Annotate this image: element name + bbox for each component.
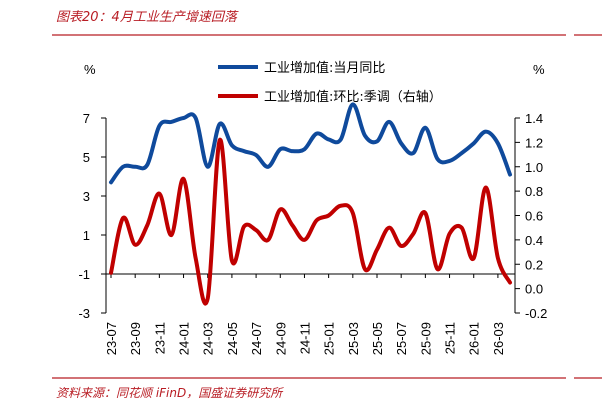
x-tick-label: 24-03	[201, 322, 216, 355]
x-tick-label: 24-05	[225, 322, 240, 355]
right-tick-label: 0.8	[525, 184, 543, 199]
x-tick-label: 26-01	[467, 322, 482, 355]
series-group	[109, 102, 512, 306]
x-tick-label: 25-07	[394, 322, 409, 355]
right-tick-label: 0.2	[525, 257, 543, 272]
left-tick-label: 5	[83, 150, 90, 165]
source-note: 资料来源：同花顺 iFinD，国盛证券研究所	[56, 386, 283, 400]
left-tick-label: 7	[83, 111, 90, 126]
figure-title: 图表20：4月工业生产增速回落	[56, 10, 237, 25]
legend-label-series-2: 工业增加值:环比:季调（右轴）	[264, 89, 442, 105]
left-unit-label: %	[84, 62, 96, 77]
x-tick-label: 25-09	[418, 322, 433, 355]
x-tick-label: 25-01	[322, 322, 337, 355]
right-tick-label: -0.2	[525, 306, 547, 321]
x-tick-label: 23-11	[152, 322, 167, 354]
right-tick-label: 1.0	[525, 160, 543, 175]
right-tick-label: 0.0	[525, 282, 543, 297]
x-tick-label: 26-03	[491, 322, 506, 355]
x-tick-label: 25-11	[443, 322, 458, 354]
axes-group: 7 5 3 1 -1 -3 1.4 1.2 1.0 0.8 0.6 0.4 0.2 0.0 -0.2 23-0…	[78, 111, 547, 355]
x-tick-label: 23-09	[128, 322, 143, 355]
x-tick-label: 25-05	[370, 322, 385, 355]
x-tick-label: 24-07	[249, 322, 264, 355]
right-unit-label: %	[533, 62, 545, 77]
x-tick-label: 25-03	[346, 322, 361, 355]
left-tick-label: -3	[78, 306, 90, 321]
x-tick-label: 24-09	[273, 322, 288, 355]
series-line-yoy	[109, 102, 512, 185]
left-tick-label: 3	[83, 189, 90, 204]
right-tick-label: 0.4	[525, 233, 543, 248]
legend: 工业增加值:当月同比 工业增加值:环比:季调（右轴）	[218, 60, 442, 105]
x-tick-label: 23-07	[104, 322, 119, 355]
x-tick-label: 24-01	[177, 322, 192, 355]
right-tick-label: 0.6	[525, 209, 543, 224]
x-tick-label: 24-11	[297, 322, 312, 354]
left-tick-label: 1	[83, 228, 90, 243]
series-line-mom	[109, 137, 512, 306]
right-tick-label: 1.2	[525, 135, 543, 150]
legend-label-series-1: 工业增加值:当月同比	[264, 60, 385, 76]
right-tick-label: 1.4	[525, 111, 543, 126]
left-tick-label: -1	[78, 267, 90, 282]
